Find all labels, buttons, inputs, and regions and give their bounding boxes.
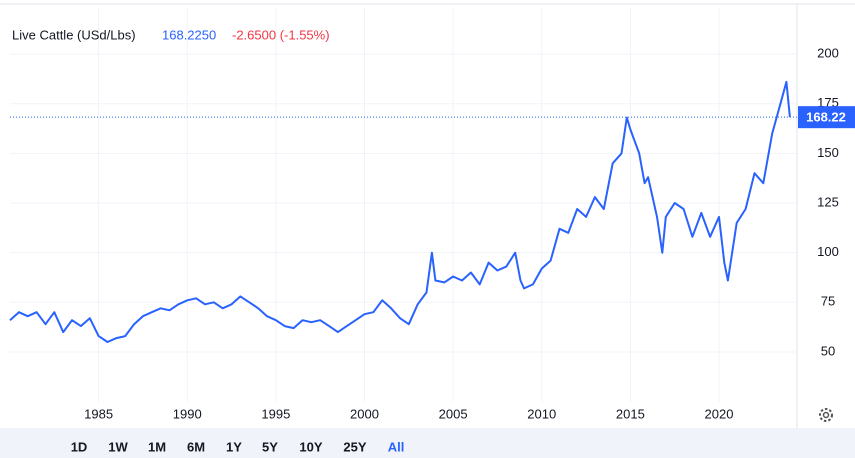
header: Live Cattle (USd/Lbs) 168.2250 -2.6500 (… [12,27,330,42]
range-button[interactable]: 1Y [226,439,242,454]
gear-teeth [819,408,833,422]
price-line [9,80,791,343]
x-tick-label: 2010 [527,406,556,421]
range-button[interactable]: 1M [148,439,166,454]
y-tick-label: 150 [817,145,839,160]
x-tick-label: 2015 [616,406,645,421]
x-tick-label: 2005 [439,406,468,421]
range-button[interactable]: 6M [187,439,205,454]
range-button[interactable]: 5Y [262,439,278,454]
x-tick-label: 1985 [84,406,113,421]
range-button[interactable]: 1D [71,439,88,454]
x-tick-label: 2000 [350,406,379,421]
x-tick-label: 1995 [261,406,290,421]
y-tick-label: 200 [817,46,839,61]
range-button[interactable]: 25Y [343,439,366,454]
toolbar [0,428,855,458]
settings-icon[interactable] [819,408,833,422]
y-tick-label: 50 [821,343,835,358]
instrument-name: Live Cattle (USd/Lbs) [12,27,136,42]
quote-price: 168.2250 [162,27,216,42]
current-price-tag [798,106,855,129]
x-tick-label: 2020 [705,406,734,421]
quote-change: -2.6500 (-1.55%) [232,27,330,42]
range-button[interactable]: 10Y [299,439,322,454]
x-tick-label: 1990 [173,406,202,421]
gear-hub [822,411,830,419]
current-price-label: 168.22 [806,110,846,125]
y-tick-label: 75 [821,294,835,309]
y-tick-label: 125 [817,194,839,209]
range-button[interactable]: All [388,439,405,454]
range-button[interactable]: 1W [108,439,128,454]
y-tick-label: 100 [817,244,839,259]
